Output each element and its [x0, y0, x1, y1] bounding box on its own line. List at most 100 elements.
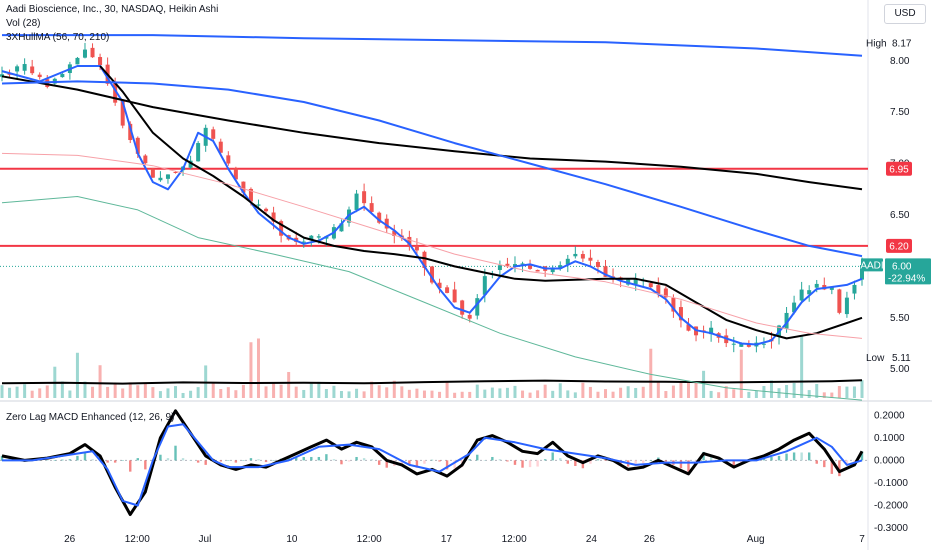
candle-body[interactable]: [196, 143, 201, 162]
candle-body[interactable]: [37, 74, 42, 78]
candle-body[interactable]: [595, 262, 600, 268]
overlay-line[interactable]: [99, 65, 863, 340]
candle-body[interactable]: [241, 181, 246, 193]
candle-body[interactable]: [784, 312, 789, 329]
candle-body[interactable]: [807, 290, 812, 295]
currency-button[interactable]: USD: [884, 4, 926, 24]
candle-body[interactable]: [558, 265, 563, 270]
candle-body[interactable]: [226, 155, 231, 164]
candle-body[interactable]: [218, 141, 223, 153]
candle-body[interactable]: [731, 343, 736, 345]
candle-body[interactable]: [362, 191, 367, 204]
candle-body[interactable]: [414, 245, 419, 251]
overlay-line[interactable]: [1, 152, 863, 339]
candle-body[interactable]: [98, 57, 103, 66]
overlay-line[interactable]: [2, 34, 863, 57]
candle-body[interactable]: [301, 241, 306, 243]
candle-body[interactable]: [233, 168, 238, 180]
candle-body[interactable]: [256, 204, 261, 206]
candle-body[interactable]: [30, 66, 35, 74]
candle-body[interactable]: [739, 343, 744, 347]
candle-body[interactable]: [709, 327, 714, 335]
hull-ma-legend[interactable]: 3XHullMA (56, 70, 210): [6, 32, 110, 43]
candle-body[interactable]: [603, 266, 608, 277]
candle-body[interactable]: [60, 73, 65, 78]
candle-body[interactable]: [528, 264, 533, 269]
candle-body[interactable]: [512, 264, 517, 267]
candle-body[interactable]: [475, 298, 480, 316]
candle-body[interactable]: [309, 235, 314, 240]
candle-body[interactable]: [814, 283, 819, 288]
candle-body[interactable]: [573, 253, 578, 257]
candle-body[interactable]: [377, 212, 382, 223]
candle-body[interactable]: [799, 289, 804, 301]
candle-body[interactable]: [535, 269, 540, 272]
candle-body[interactable]: [279, 221, 284, 236]
candle-body[interactable]: [792, 302, 797, 313]
candle-body[interactable]: [520, 263, 525, 265]
candle-body[interactable]: [211, 129, 216, 139]
candle-body[interactable]: [316, 236, 321, 238]
candle-body[interactable]: [165, 174, 170, 179]
candle-body[interactable]: [829, 287, 834, 290]
candle-body[interactable]: [188, 160, 193, 168]
candle-body[interactable]: [686, 324, 691, 331]
macd-signal-line[interactable]: [2, 423, 863, 507]
candle-body[interactable]: [761, 343, 766, 345]
candle-body[interactable]: [860, 264, 864, 280]
candle-body[interactable]: [633, 279, 638, 285]
candle-body[interactable]: [120, 100, 125, 126]
candle-body[interactable]: [339, 223, 344, 232]
candle-body[interactable]: [15, 66, 20, 72]
candle-body[interactable]: [407, 236, 412, 246]
candle-body[interactable]: [430, 266, 434, 283]
overlay-line[interactable]: [1, 196, 863, 401]
overlay-line[interactable]: [1, 80, 863, 258]
candle-body[interactable]: [354, 193, 359, 210]
candle-body[interactable]: [392, 230, 397, 236]
candle-body[interactable]: [128, 123, 133, 141]
candle-body[interactable]: [482, 276, 487, 295]
candle-body[interactable]: [837, 289, 842, 313]
candle-body[interactable]: [844, 297, 849, 315]
candle-body[interactable]: [150, 168, 155, 178]
candle-body[interactable]: [852, 284, 857, 294]
candle-body[interactable]: [264, 208, 269, 212]
candle-body[interactable]: [550, 269, 555, 273]
candle-body[interactable]: [82, 49, 87, 58]
candle-body[interactable]: [588, 257, 593, 261]
candle-body[interactable]: [648, 283, 653, 288]
candle-body[interactable]: [173, 171, 178, 173]
volume-legend[interactable]: Vol (28): [6, 18, 41, 29]
candle-body[interactable]: [0, 74, 4, 77]
candle-body[interactable]: [678, 307, 683, 321]
candle-body[interactable]: [746, 343, 751, 347]
candle-body[interactable]: [75, 57, 80, 65]
candle-body[interactable]: [248, 188, 253, 202]
candle-body[interactable]: [384, 218, 389, 229]
overlay-line[interactable]: [1, 75, 863, 191]
candle-body[interactable]: [437, 282, 442, 289]
candle-body[interactable]: [497, 265, 502, 271]
candle-body[interactable]: [422, 251, 427, 269]
candle-body[interactable]: [22, 64, 27, 71]
candle-body[interactable]: [271, 212, 276, 222]
hull-ma-line[interactable]: [1, 65, 863, 346]
candle-body[interactable]: [452, 289, 457, 303]
candle-body[interactable]: [663, 288, 668, 298]
candle-body[interactable]: [505, 263, 510, 266]
candle-body[interactable]: [656, 285, 661, 294]
candle-body[interactable]: [565, 258, 570, 265]
candle-body[interactable]: [158, 177, 163, 181]
candle-body[interactable]: [113, 81, 118, 103]
candle-body[interactable]: [90, 47, 95, 58]
candle-body[interactable]: [460, 300, 465, 315]
macd-line[interactable]: [1, 409, 864, 516]
candle-body[interactable]: [135, 137, 140, 154]
candle-body[interactable]: [445, 287, 450, 293]
candle-body[interactable]: [369, 203, 374, 212]
candle-body[interactable]: [467, 314, 472, 319]
candle-body[interactable]: [143, 155, 148, 164]
macd-legend[interactable]: Zero Lag MACD Enhanced (12, 26, 9): [6, 412, 175, 423]
candle-body[interactable]: [671, 297, 676, 312]
